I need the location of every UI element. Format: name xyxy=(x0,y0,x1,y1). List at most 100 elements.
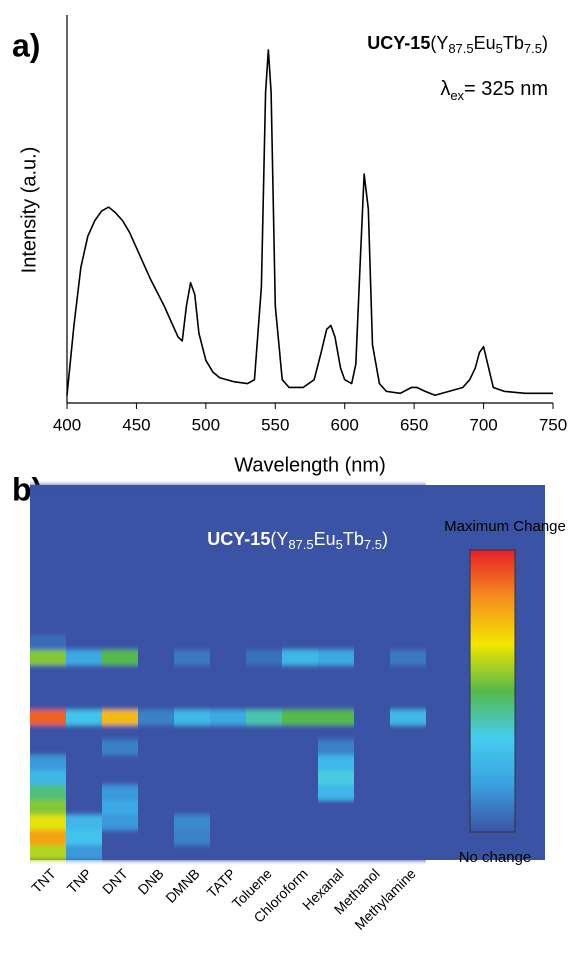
heatmap-cell xyxy=(354,635,390,651)
heatmap-cell xyxy=(282,590,318,606)
heatmap-cell xyxy=(210,545,246,561)
heatmap-cell xyxy=(282,680,318,696)
heatmap-cell xyxy=(390,680,426,696)
heatmap-cell xyxy=(246,530,282,546)
heatmap-cell xyxy=(246,650,282,666)
annotation-part: ex xyxy=(450,88,464,103)
heatmap-cell xyxy=(138,755,174,771)
heatmap-cell xyxy=(30,545,66,561)
heatmap-cell xyxy=(30,575,66,591)
heatmap-cell xyxy=(66,635,102,651)
heatmap-cell xyxy=(354,695,390,711)
heatmap-cell xyxy=(138,845,174,861)
heatmap-cell xyxy=(66,680,102,696)
heatmap-cell xyxy=(174,845,210,861)
heatmap-cell xyxy=(30,500,66,516)
heatmap-cell xyxy=(174,740,210,756)
heatmap-cell xyxy=(30,740,66,756)
heatmap-cell xyxy=(390,605,426,621)
heatmap-cell xyxy=(174,830,210,846)
heatmap-cell xyxy=(174,545,210,561)
heatmap-cell xyxy=(354,725,390,741)
heatmap-cell xyxy=(390,815,426,831)
annotation: UCY-15(Y87.5Eu5Tb7.5) xyxy=(367,33,548,57)
heatmap-cell xyxy=(138,590,174,606)
x-tick-label: 500 xyxy=(192,415,220,434)
heatmap-cell xyxy=(66,770,102,786)
heatmap-cell xyxy=(282,650,318,666)
heatmap-cell xyxy=(246,755,282,771)
heatmap-cell xyxy=(318,695,354,711)
colorbar xyxy=(469,549,516,833)
heatmap-cell xyxy=(210,575,246,591)
annotation-part: Tb xyxy=(343,529,364,549)
heatmap-cell xyxy=(138,485,174,501)
heatmap-cell xyxy=(138,635,174,651)
heatmap-cell xyxy=(246,635,282,651)
heatmap-cell xyxy=(246,590,282,606)
x-tick-label: 400 xyxy=(53,415,81,434)
heatmap-cell xyxy=(282,755,318,771)
heatmap-cell xyxy=(174,710,210,726)
heatmap-cell xyxy=(246,485,282,501)
heatmap-cell xyxy=(102,635,138,651)
heatmap-cell xyxy=(138,530,174,546)
heatmap-cell xyxy=(138,815,174,831)
heatmap-cell xyxy=(102,695,138,711)
heatmap-cell xyxy=(102,500,138,516)
heatmap-cell xyxy=(30,590,66,606)
heatmap-cell xyxy=(66,560,102,576)
heatmap-cell xyxy=(318,785,354,801)
heatmap-cell xyxy=(102,650,138,666)
heatmap-cell xyxy=(138,800,174,816)
heatmap-cell xyxy=(390,785,426,801)
heatmap-cell xyxy=(30,845,66,861)
heatmap-cell xyxy=(66,815,102,831)
annotation-part: 87.5 xyxy=(448,41,473,56)
heatmap-cell xyxy=(354,545,390,561)
heatmap-cell xyxy=(210,605,246,621)
y-axis-label: Intensity (a.u.) xyxy=(18,147,40,274)
heatmap-cell xyxy=(390,575,426,591)
heatmap-cell xyxy=(282,635,318,651)
heatmap-cell xyxy=(66,755,102,771)
heatmap-cell xyxy=(246,545,282,561)
heatmap-cell xyxy=(282,605,318,621)
x-axis-label: Wavelength (nm) xyxy=(234,454,386,476)
heatmap-cell xyxy=(210,845,246,861)
heatmap-cell xyxy=(174,500,210,516)
heatmap-cell xyxy=(210,785,246,801)
heatmap-cell xyxy=(318,770,354,786)
heatmap-cell xyxy=(210,560,246,576)
heatmap-cell xyxy=(318,605,354,621)
heatmap-cell xyxy=(282,485,318,501)
heatmap-cell xyxy=(390,515,426,531)
x-tick-label: TNP xyxy=(64,865,95,896)
annotation-part: 5 xyxy=(496,41,503,56)
heatmap-cell xyxy=(174,755,210,771)
heatmap-cell xyxy=(390,620,426,636)
annotation-part: UCY-15 xyxy=(207,529,270,549)
heatmap-cell xyxy=(210,815,246,831)
annotation-part: (Y xyxy=(270,529,288,549)
annotation-part: ) xyxy=(382,529,388,549)
heatmap-cell xyxy=(138,740,174,756)
heatmap-cell xyxy=(318,515,354,531)
heatmap-cell xyxy=(246,515,282,531)
heatmap-cell xyxy=(66,590,102,606)
annotation-part: UCY-15 xyxy=(367,33,430,53)
x-tick-label: 700 xyxy=(469,415,497,434)
heatmap-cell xyxy=(318,710,354,726)
heatmap-cell xyxy=(102,515,138,531)
heatmap-cell xyxy=(210,485,246,501)
heatmap-cell xyxy=(318,830,354,846)
heatmap-cell xyxy=(354,485,390,501)
heatmap-cell xyxy=(66,650,102,666)
heatmap-cell xyxy=(30,515,66,531)
legend-max-label: Maximum Change xyxy=(444,518,566,535)
heatmap-cell xyxy=(66,800,102,816)
heatmap-cell xyxy=(30,620,66,636)
heatmap-cell xyxy=(138,650,174,666)
heatmap-cell xyxy=(354,560,390,576)
heatmap-cell xyxy=(390,650,426,666)
